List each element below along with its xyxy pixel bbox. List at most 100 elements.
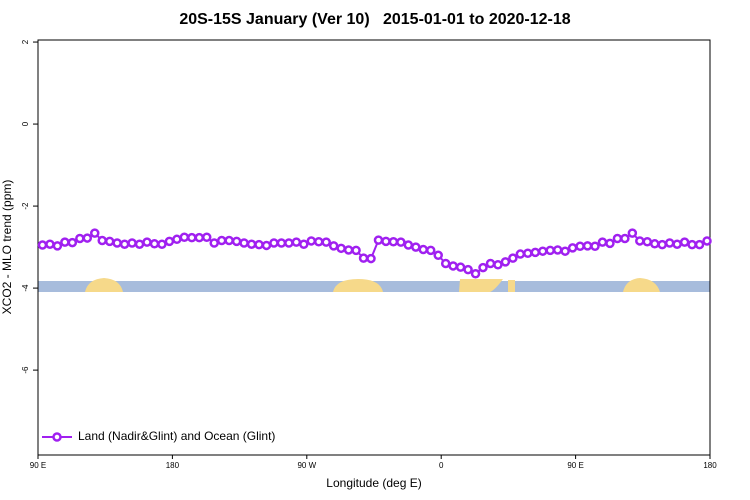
x-tick-label: 0 <box>439 461 444 470</box>
data-point <box>231 236 242 247</box>
data-point <box>560 246 570 256</box>
data-point <box>187 232 197 243</box>
data-point <box>291 237 302 247</box>
data-point <box>635 236 645 246</box>
data-point <box>328 241 339 251</box>
data-point <box>605 238 615 249</box>
data-point <box>649 239 660 249</box>
data-point <box>433 250 443 261</box>
data-point <box>224 235 234 246</box>
x-tick-label: 90 E <box>567 461 583 470</box>
data-point <box>493 259 503 270</box>
data-point <box>284 238 294 248</box>
y-tick-label: 0 <box>21 121 30 126</box>
y-tick-label: -4 <box>21 284 30 292</box>
legend-marker <box>52 432 62 442</box>
data-point <box>157 239 167 249</box>
data-point <box>463 264 473 275</box>
chart-title: 20S-15S January (Ver 10) 2015-01-01 to 2… <box>179 11 570 28</box>
data-point <box>403 240 414 250</box>
data-point <box>276 238 287 248</box>
data-point <box>321 237 331 247</box>
data-point <box>508 253 518 263</box>
data-point <box>425 245 436 256</box>
data-point <box>455 262 466 272</box>
x-tick-label: 180 <box>703 461 717 470</box>
data-point <box>537 246 548 256</box>
data-point <box>336 243 346 254</box>
data-point <box>149 239 160 249</box>
x-tick-label: 90 E <box>30 461 46 470</box>
data-point <box>702 236 712 246</box>
data-point <box>134 239 145 249</box>
data-point <box>269 238 279 248</box>
data-point <box>567 243 578 253</box>
data-point <box>612 233 623 244</box>
data-point <box>411 242 421 252</box>
x-tick-label: 180 <box>166 461 180 470</box>
data-point <box>381 236 391 247</box>
data-point <box>440 258 451 269</box>
x-tick-label: 90 W <box>297 461 316 470</box>
y-tick-label: 2 <box>21 39 30 44</box>
data-point <box>597 237 608 247</box>
data-point <box>209 238 219 248</box>
data-point <box>642 237 653 247</box>
data-point <box>246 239 257 249</box>
data-point <box>172 234 182 245</box>
data-point <box>448 261 458 271</box>
data-point <box>45 239 55 249</box>
data-point <box>530 247 541 258</box>
data-point <box>194 232 205 243</box>
data-point <box>112 238 122 248</box>
data-point <box>694 239 705 250</box>
data-point <box>89 228 100 238</box>
data-point <box>373 235 384 245</box>
data-point <box>127 238 137 248</box>
data-point <box>67 237 78 248</box>
data-point <box>261 240 272 251</box>
data-point <box>575 241 585 252</box>
legend-label: Land (Nadir&Glint) and Ocean (Glint) <box>78 429 275 443</box>
data-point <box>657 239 667 250</box>
data-point <box>545 245 555 256</box>
data-point <box>627 228 638 238</box>
surface-strip <box>38 278 710 292</box>
data-point <box>179 232 190 242</box>
data-point <box>418 244 429 255</box>
data-point <box>97 235 107 246</box>
data-point <box>388 237 399 247</box>
y-tick-label: -6 <box>21 366 30 374</box>
data-point <box>201 232 212 242</box>
data-point <box>500 257 511 267</box>
data-point <box>306 236 317 246</box>
y-axis-label: XCO2 - MLO trend (ppm) <box>0 180 14 315</box>
data-point <box>299 239 309 249</box>
data-point <box>52 241 63 251</box>
data-point <box>620 233 630 244</box>
plot-frame <box>37 39 711 456</box>
data-point <box>470 268 481 279</box>
data-point <box>142 237 152 247</box>
data-point <box>351 245 361 256</box>
data-point <box>82 233 93 243</box>
data-point <box>164 236 175 247</box>
data-point <box>343 245 354 255</box>
data-point <box>485 258 496 269</box>
data-point <box>358 253 369 263</box>
data-point <box>687 239 697 250</box>
data-point <box>37 240 48 250</box>
data-point <box>523 248 533 258</box>
data-point <box>672 239 682 249</box>
x-axis-label: Longitude (deg E) <box>326 476 421 490</box>
data-point <box>366 253 376 264</box>
data-point <box>239 238 249 248</box>
data-point <box>216 235 227 246</box>
y-tick-label: -2 <box>21 202 30 210</box>
data-point <box>75 233 85 244</box>
data-point <box>60 237 70 247</box>
data-point <box>552 245 563 255</box>
data-point <box>679 237 690 247</box>
data-point <box>515 249 526 259</box>
